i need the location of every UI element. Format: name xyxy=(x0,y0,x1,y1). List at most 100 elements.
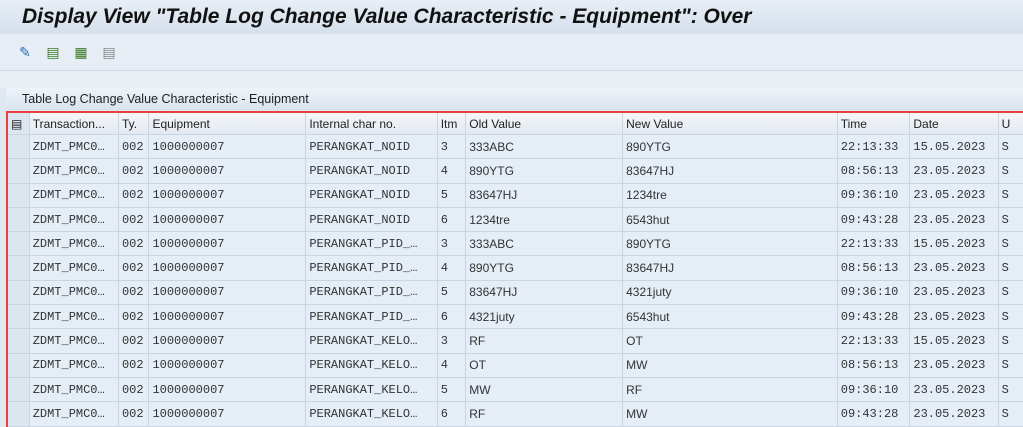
table-cell[interactable]: 1000000007 xyxy=(149,207,307,232)
table-cell[interactable]: PERANGKAT_NOID xyxy=(306,183,438,207)
table-cell[interactable]: 15.05.2023 xyxy=(910,135,999,159)
table-cell[interactable]: PERANGKAT_KELO… xyxy=(306,402,438,426)
row-selector[interactable] xyxy=(8,280,30,305)
table-cell[interactable]: RF xyxy=(466,329,624,353)
table-cell[interactable]: ZDMT_PMC0… xyxy=(29,207,119,232)
table-cell[interactable]: PERANGKAT_NOID xyxy=(306,159,438,183)
row-selector[interactable] xyxy=(8,135,30,159)
table-cell[interactable]: 4321juty xyxy=(623,280,838,305)
table-cell[interactable]: 6 xyxy=(437,207,467,232)
table-cell[interactable]: 22:13:33 xyxy=(837,135,911,159)
table-cell[interactable]: ZDMT_PMC0… xyxy=(29,183,119,207)
column-header[interactable]: Old Value xyxy=(466,113,624,134)
column-settings-icon[interactable]: ▤ xyxy=(8,113,30,134)
table-cell[interactable]: 890YTG xyxy=(466,256,624,280)
row-selector[interactable] xyxy=(8,183,30,207)
glasses-pen-icon[interactable]: ✎ xyxy=(19,43,31,60)
table-cell[interactable]: 890YTG xyxy=(623,135,838,159)
table-cell[interactable]: 3 xyxy=(437,232,467,256)
row-selector[interactable] xyxy=(8,329,30,353)
table-cell[interactable]: 4 xyxy=(437,159,467,183)
table-cell[interactable]: OT xyxy=(623,329,838,353)
column-header[interactable]: Itm xyxy=(438,113,467,134)
table-cell[interactable]: MW xyxy=(466,377,624,402)
table-cell[interactable]: ZDMT_PMC0… xyxy=(29,135,119,159)
table-cell[interactable]: S xyxy=(998,135,1023,159)
table-cell[interactable]: 23.05.2023 xyxy=(910,183,999,207)
table-cell[interactable]: 3 xyxy=(437,135,467,159)
table-cell[interactable]: 4 xyxy=(437,353,467,377)
table-cell[interactable]: PERANGKAT_KELO… xyxy=(306,377,438,402)
row-selector[interactable] xyxy=(8,232,30,256)
table-cell[interactable]: 1000000007 xyxy=(149,135,307,159)
table-cell[interactable]: 08:56:13 xyxy=(837,159,911,183)
table-cell[interactable]: MW xyxy=(623,402,838,426)
table-cell[interactable]: 890YTG xyxy=(466,159,624,183)
table-cell[interactable]: 002 xyxy=(118,402,150,426)
table-cell[interactable]: 4 xyxy=(437,256,467,280)
row-selector[interactable] xyxy=(8,305,30,329)
table-cell[interactable]: 6 xyxy=(437,305,467,329)
table-cell[interactable]: 1000000007 xyxy=(149,353,307,377)
row-selector[interactable] xyxy=(8,377,30,402)
table-cell[interactable]: MW xyxy=(623,353,838,377)
table-cell[interactable]: 002 xyxy=(118,377,150,402)
table-cell[interactable]: 002 xyxy=(118,135,150,159)
table-cell[interactable]: 333ABC xyxy=(466,232,624,256)
table-cell[interactable]: 1000000007 xyxy=(149,183,307,207)
table-cell[interactable]: 09:43:28 xyxy=(837,402,911,426)
table-cell[interactable]: PERANGKAT_PID_… xyxy=(306,256,438,280)
table-cell[interactable]: 09:36:10 xyxy=(837,183,911,207)
table-cell[interactable]: 002 xyxy=(118,353,150,377)
table-cell[interactable]: 1234tre xyxy=(623,183,838,207)
table-cell[interactable]: 09:36:10 xyxy=(837,280,911,305)
table-cell[interactable]: ZDMT_PMC0… xyxy=(29,280,119,305)
table-cell[interactable]: PERANGKAT_NOID xyxy=(306,207,438,232)
table-cell[interactable]: 09:43:28 xyxy=(837,305,911,329)
select-block-icon[interactable]: ▦ xyxy=(74,43,88,60)
table-cell[interactable]: S xyxy=(998,232,1023,256)
table-cell[interactable]: 1000000007 xyxy=(149,256,307,280)
table-cell[interactable]: 83647HJ xyxy=(466,183,624,207)
table-cell[interactable]: 3 xyxy=(437,329,467,353)
table-cell[interactable]: S xyxy=(998,377,1023,402)
table-cell[interactable]: 002 xyxy=(118,207,150,232)
table-cell[interactable]: 6543hut xyxy=(623,305,838,329)
table-cell[interactable]: ZDMT_PMC0… xyxy=(29,159,119,183)
deselect-all-icon[interactable]: ▤ xyxy=(102,43,116,60)
row-selector[interactable] xyxy=(8,402,30,426)
table-cell[interactable]: PERANGKAT_KELO… xyxy=(306,353,438,377)
table-cell[interactable]: 09:36:10 xyxy=(837,377,911,402)
table-cell[interactable]: 6 xyxy=(437,402,467,426)
table-cell[interactable]: S xyxy=(998,329,1023,353)
table-cell[interactable]: 83647HJ xyxy=(623,256,838,280)
table-cell[interactable]: 15.05.2023 xyxy=(910,329,999,353)
table-cell[interactable]: 1000000007 xyxy=(149,305,307,329)
table-cell[interactable]: 23.05.2023 xyxy=(910,159,999,183)
table-cell[interactable]: 002 xyxy=(118,280,150,305)
table-cell[interactable]: ZDMT_PMC0… xyxy=(29,256,119,280)
table-cell[interactable]: OT xyxy=(466,353,624,377)
table-cell[interactable]: 09:43:28 xyxy=(837,207,911,232)
table-cell[interactable]: PERANGKAT_NOID xyxy=(306,135,438,159)
table-cell[interactable]: 002 xyxy=(118,256,150,280)
table-cell[interactable]: S xyxy=(998,402,1023,426)
table-cell[interactable]: 23.05.2023 xyxy=(910,207,999,232)
table-cell[interactable]: 890YTG xyxy=(623,232,838,256)
table-cell[interactable]: 1000000007 xyxy=(149,159,307,183)
table-cell[interactable]: 23.05.2023 xyxy=(910,402,999,426)
table-cell[interactable]: PERANGKAT_PID_… xyxy=(306,280,438,305)
column-header[interactable]: Date xyxy=(910,113,999,134)
table-cell[interactable]: PERANGKAT_PID_… xyxy=(306,305,438,329)
table-cell[interactable]: 23.05.2023 xyxy=(910,305,999,329)
table-cell[interactable]: 1000000007 xyxy=(149,402,307,426)
column-header[interactable]: New Value xyxy=(623,113,838,134)
table-cell[interactable]: 002 xyxy=(118,183,150,207)
table-cell[interactable]: 1234tre xyxy=(466,207,624,232)
table-cell[interactable]: S xyxy=(998,353,1023,377)
table-cell[interactable]: ZDMT_PMC0… xyxy=(29,377,119,402)
table-cell[interactable]: 333ABC xyxy=(466,135,624,159)
column-header[interactable]: Ty. xyxy=(119,113,150,134)
table-cell[interactable]: 08:56:13 xyxy=(837,256,911,280)
table-cell[interactable]: S xyxy=(998,183,1023,207)
